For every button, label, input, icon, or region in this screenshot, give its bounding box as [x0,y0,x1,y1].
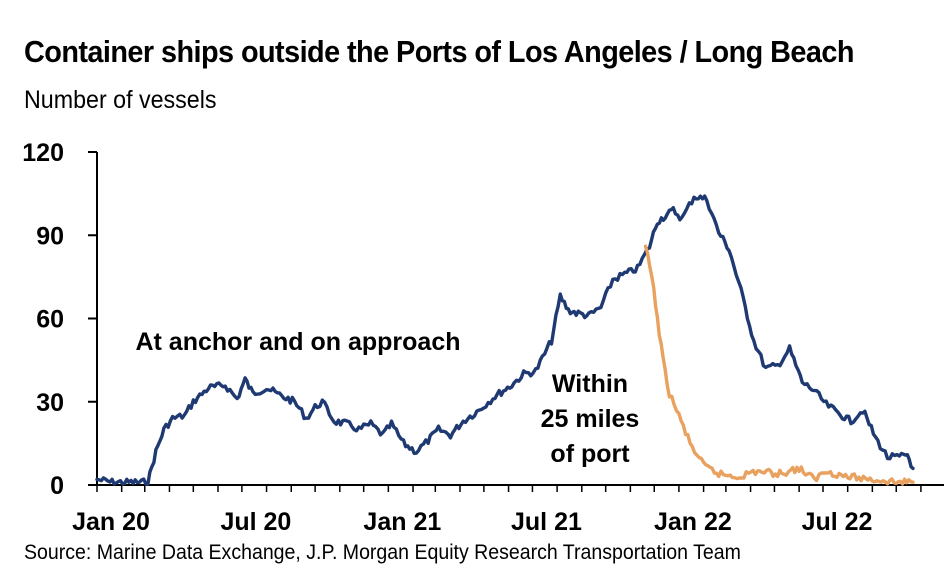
line-chart: 0 30 60 90 120 Jan 20 Jul 20 Jan 21 Jul 21 Jan 22… [22,139,944,536]
chart-source: Source: Marine Data Exchange, J.P. Morga… [24,541,741,564]
series-line-within [643,244,915,486]
y-tick-label: 90 [36,222,64,250]
chart-subtitle: Number of vessels [24,86,217,114]
series-line-anchor [95,194,915,486]
x-tick-label: Jan 20 [72,508,150,536]
x-tick-label: Jan 21 [363,508,441,536]
annotation-label: At anchor and on approach [135,328,460,356]
y-tick-label: 120 [22,139,64,167]
x-tick-label: Jan 22 [654,508,732,536]
chart-axes: 0 30 60 90 120 Jan 20 Jul 20 Jan 21 Jul 21 Jan 22… [22,139,944,536]
chart-annotations: At anchor and on approach Within 25 miles o… [135,328,639,468]
annotation-label: Within [552,370,628,398]
y-tick-label: 60 [36,306,64,334]
x-tick-label: Jul 20 [220,508,291,536]
x-tick-label: Jul 22 [802,508,873,536]
chart-series [95,194,915,486]
x-tick-label: Jul 21 [511,508,582,536]
annotation-label: 25 miles [541,405,640,433]
y-tick-label: 0 [50,472,64,500]
annotation-label: of port [550,440,630,468]
y-tick-label: 30 [36,389,64,417]
chart-title: Container ships outside the Ports of Los… [24,34,854,69]
